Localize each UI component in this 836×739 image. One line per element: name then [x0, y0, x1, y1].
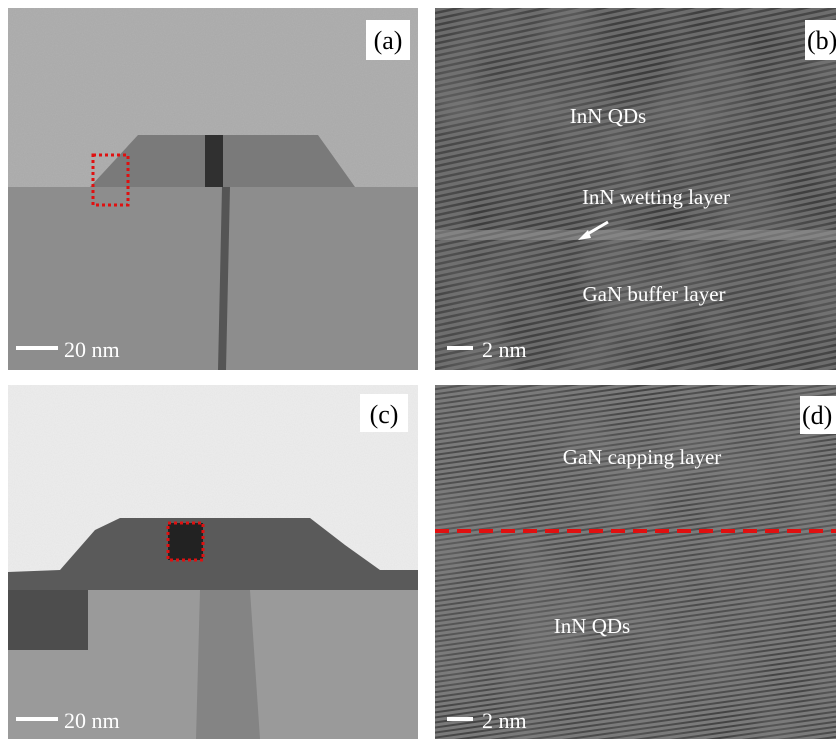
panel-c: (c) 20 nm	[8, 385, 418, 739]
scale-bar-label: 20 nm	[64, 337, 120, 362]
panel-label: (a)	[374, 26, 403, 55]
annotation: InN QDs	[570, 104, 646, 128]
panel-d: (d) GaN capping layer InN QDs 2 nm	[435, 385, 836, 739]
annotation: InN QDs	[554, 614, 630, 638]
panel-label: (d)	[802, 401, 832, 430]
figure: (a) 20 nm (b) InN QDs InN wetting layer …	[0, 0, 836, 739]
annotation: InN wetting layer	[582, 185, 730, 209]
scale-bar-label: 20 nm	[64, 708, 120, 733]
panel-b: (b) InN QDs InN wetting layer GaN buffer…	[435, 8, 836, 370]
annotation: GaN buffer layer	[582, 282, 725, 306]
panel-a: (a) 20 nm	[8, 8, 418, 370]
panel-label: (b)	[807, 26, 836, 55]
scale-bar-label: 2 nm	[482, 337, 527, 362]
panel-label: (c)	[370, 400, 399, 429]
annotation: GaN capping layer	[563, 445, 722, 469]
scale-bar-label: 2 nm	[482, 708, 527, 733]
